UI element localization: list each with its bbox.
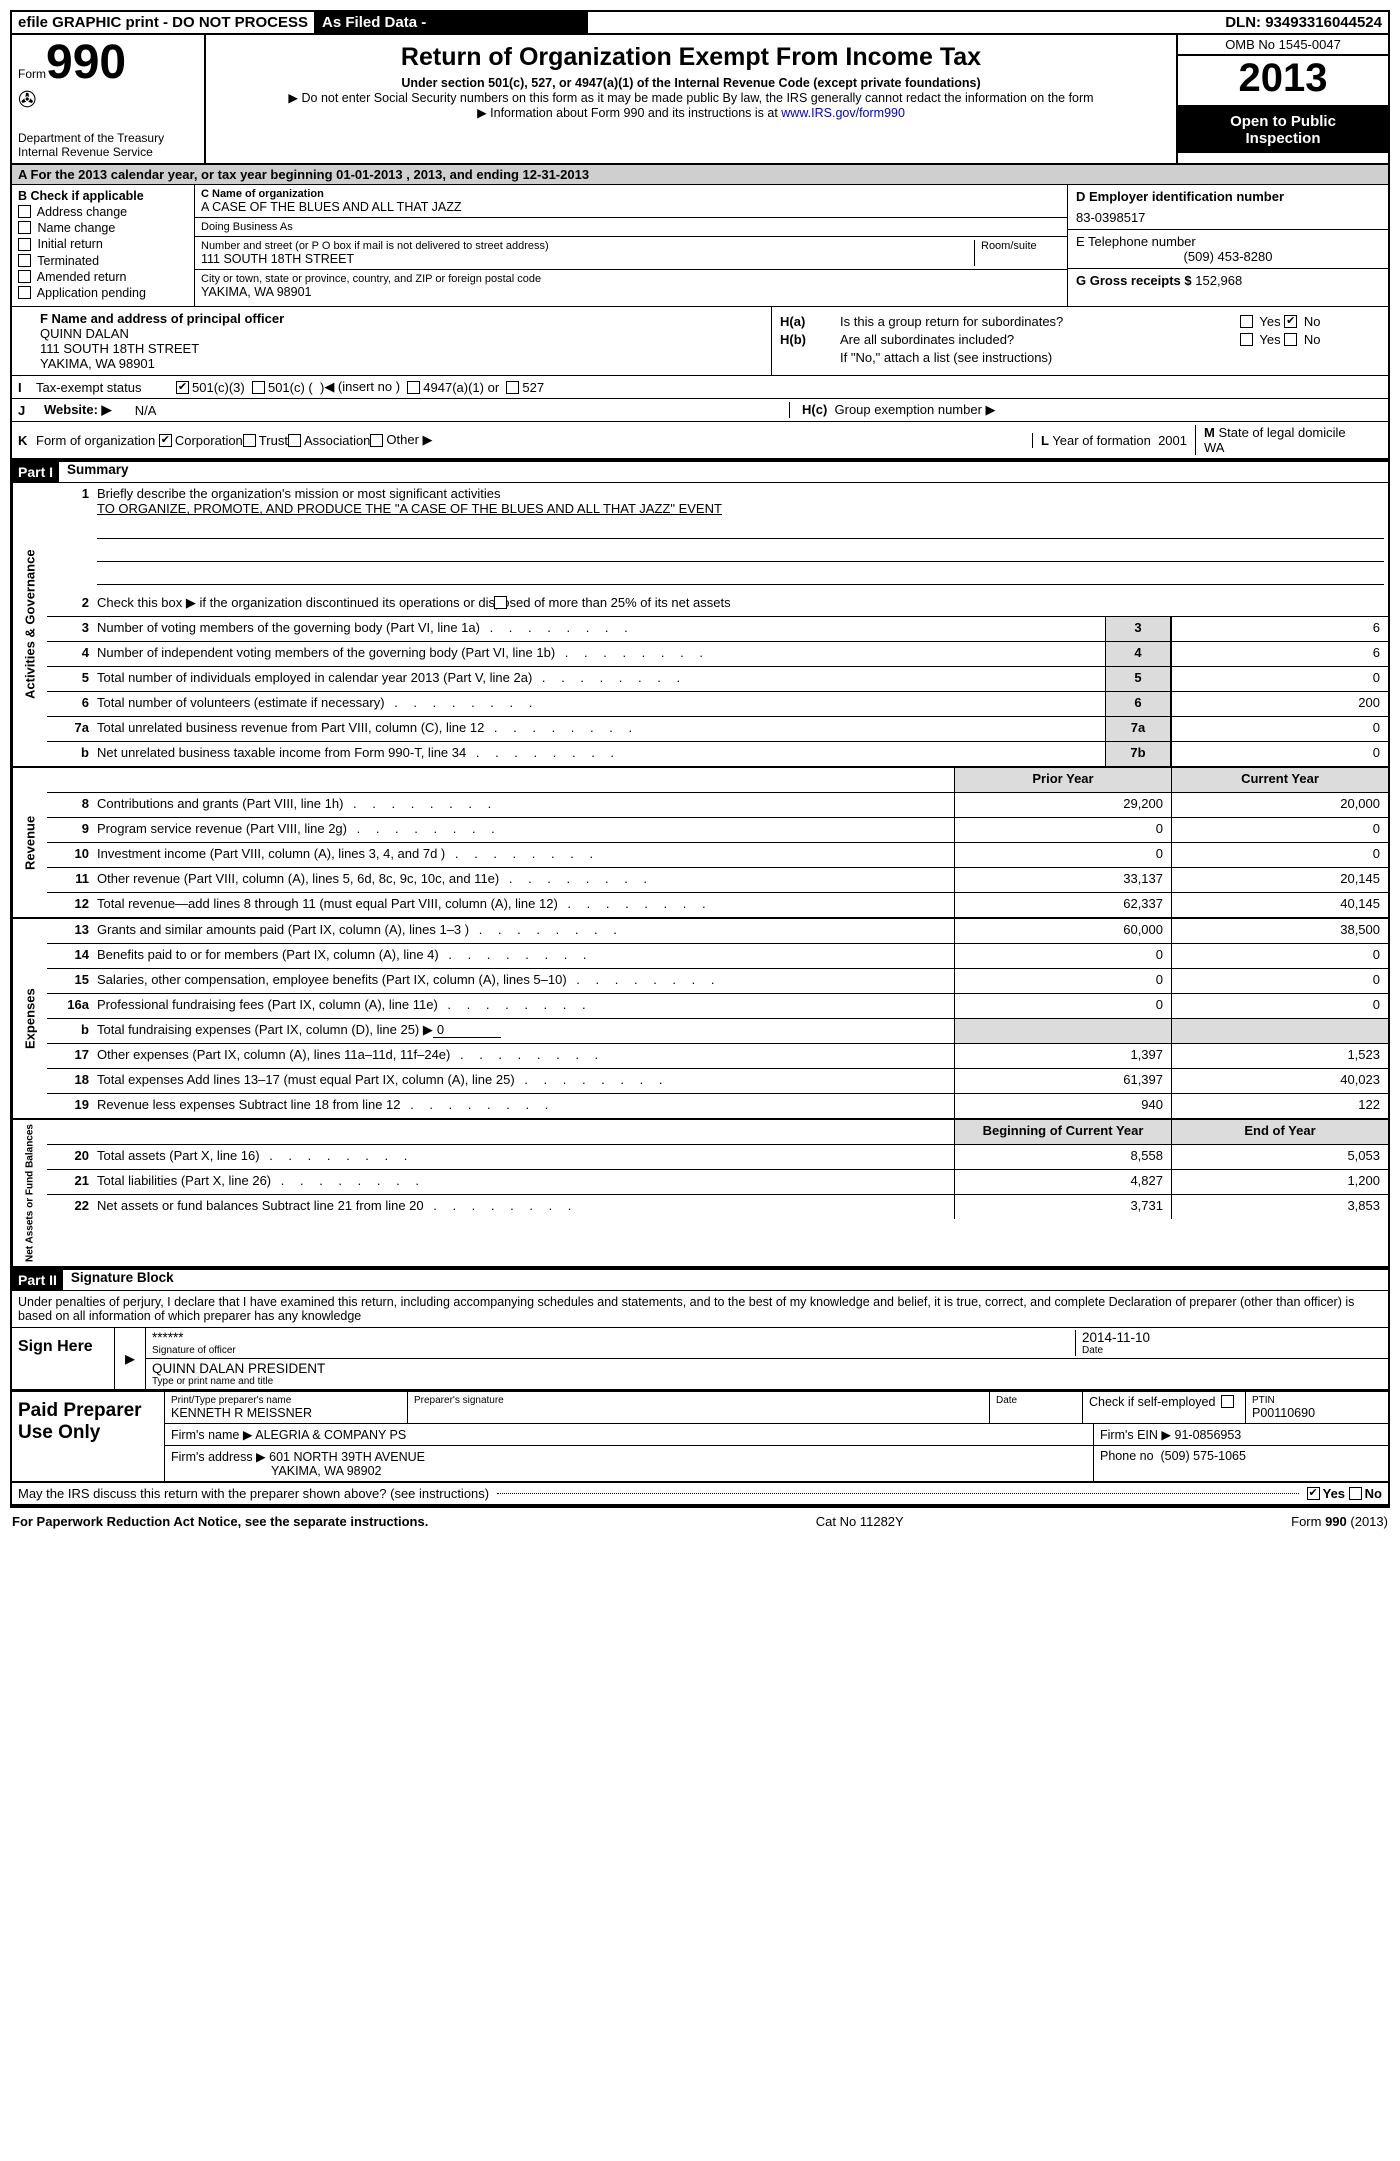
section-b: B Check if applicable Address change Nam… bbox=[12, 185, 195, 306]
section-c: C Name of organization A CASE OF THE BLU… bbox=[195, 185, 1068, 306]
page-footer: For Paperwork Reduction Act Notice, see … bbox=[10, 1508, 1390, 1529]
firm-phone: (509) 575-1065 bbox=[1160, 1449, 1245, 1463]
sign-arrow-icon: ▸ bbox=[115, 1328, 146, 1389]
check-501c[interactable] bbox=[252, 380, 268, 395]
as-filed-label: As Filed Data - bbox=[316, 12, 434, 33]
org-name: A CASE OF THE BLUES AND ALL THAT JAZZ bbox=[201, 200, 1061, 214]
side-governance: Activities & Governance bbox=[12, 483, 47, 766]
check-self-employed[interactable] bbox=[1221, 1395, 1237, 1409]
section-f: F Name and address of principal officer … bbox=[12, 307, 772, 375]
summary-row: 6Total number of volunteers (estimate if… bbox=[47, 692, 1388, 717]
dln: DLN: 93493316044524 bbox=[1219, 12, 1388, 33]
current-year-header: Current Year bbox=[1171, 768, 1388, 792]
beginning-year-header: Beginning of Current Year bbox=[954, 1120, 1171, 1144]
efile-label: efile GRAPHIC print - DO NOT PROCESS bbox=[12, 12, 316, 33]
ein: 83-0398517 bbox=[1076, 204, 1380, 225]
hb-yes[interactable] bbox=[1240, 332, 1256, 347]
website-value: N/A bbox=[135, 403, 157, 418]
as-filed-blank bbox=[434, 12, 588, 33]
check-other[interactable] bbox=[370, 433, 386, 448]
revenue-row: 11Other revenue (Part VIII, column (A), … bbox=[47, 868, 1388, 893]
irs-link[interactable]: www.IRS.gov/form990 bbox=[781, 106, 905, 120]
revenue-row: 9Program service revenue (Part VIII, lin… bbox=[47, 818, 1388, 843]
form-title: Return of Organization Exempt From Incom… bbox=[214, 43, 1168, 72]
firm-address: 601 NORTH 39TH AVENUE bbox=[269, 1450, 425, 1464]
ptin-value: P00110690 bbox=[1252, 1406, 1382, 1420]
expense-row: 14Benefits paid to or for members (Part … bbox=[47, 944, 1388, 969]
side-expenses: Expenses bbox=[12, 919, 47, 1118]
net-asset-row: 22Net assets or fund balances Subtract l… bbox=[47, 1195, 1388, 1219]
revenue-row: 12Total revenue—add lines 8 through 11 (… bbox=[47, 893, 1388, 917]
preparer-name: KENNETH R MEISSNER bbox=[171, 1406, 401, 1420]
firm-name: ALEGRIA & COMPANY PS bbox=[255, 1428, 406, 1442]
gross-receipts: 152,968 bbox=[1195, 273, 1242, 288]
firm-ein: 91-0856953 bbox=[1175, 1428, 1242, 1442]
part2-bar: Part II Signature Block bbox=[12, 1268, 1388, 1291]
expense-row: 13Grants and similar amounts paid (Part … bbox=[47, 919, 1388, 944]
top-bar: efile GRAPHIC print - DO NOT PROCESS As … bbox=[10, 10, 1390, 35]
calendar-year-row: A For the 2013 calendar year, or tax yea… bbox=[12, 165, 1388, 185]
summary-row: 5Total number of individuals employed in… bbox=[47, 667, 1388, 692]
check-pending[interactable] bbox=[18, 286, 34, 300]
summary-row: 4Number of independent voting members of… bbox=[47, 642, 1388, 667]
expense-row: 17Other expenses (Part IX, column (A), l… bbox=[47, 1044, 1388, 1069]
omb-number: OMB No 1545-0047 bbox=[1178, 35, 1388, 56]
check-trust[interactable] bbox=[243, 433, 259, 448]
org-street: 111 SOUTH 18TH STREET bbox=[201, 252, 974, 266]
tax-year: 2013 bbox=[1178, 56, 1388, 107]
check-527[interactable] bbox=[506, 380, 522, 395]
check-terminated[interactable] bbox=[18, 254, 34, 268]
form-id-block: Form990 ✇ Department of the Treasury Int… bbox=[12, 35, 206, 163]
irs-discuss-yes[interactable] bbox=[1307, 1486, 1323, 1501]
ha-yes[interactable] bbox=[1240, 314, 1256, 329]
expense-row: bTotal fundraising expenses (Part IX, co… bbox=[47, 1019, 1388, 1044]
paid-preparer-label: Paid Preparer Use Only bbox=[12, 1392, 165, 1481]
summary-row: 3Number of voting members of the governi… bbox=[47, 617, 1388, 642]
summary-row: bNet unrelated business taxable income f… bbox=[47, 742, 1388, 766]
hb-no[interactable] bbox=[1284, 332, 1300, 347]
check-address-change[interactable] bbox=[18, 205, 34, 219]
ha-no[interactable] bbox=[1284, 314, 1300, 329]
expense-row: 16aProfessional fundraising fees (Part I… bbox=[47, 994, 1388, 1019]
sign-here-label: Sign Here bbox=[12, 1328, 115, 1389]
check-initial-return[interactable] bbox=[18, 237, 34, 251]
revenue-row: 10Investment income (Part VIII, column (… bbox=[47, 843, 1388, 868]
officer-name-title: QUINN DALAN PRESIDENT bbox=[152, 1361, 325, 1376]
summary-row: 7aTotal unrelated business revenue from … bbox=[47, 717, 1388, 742]
signature-date: 2014-11-10 bbox=[1082, 1330, 1382, 1345]
side-net: Net Assets or Fund Balances bbox=[12, 1120, 47, 1266]
revenue-row: 8Contributions and grants (Part VIII, li… bbox=[47, 793, 1388, 818]
telephone: (509) 453-8280 bbox=[1076, 249, 1380, 264]
check-name-change[interactable] bbox=[18, 221, 34, 235]
net-asset-row: 20Total assets (Part X, line 16) . . . .… bbox=[47, 1145, 1388, 1170]
header-right: OMB No 1545-0047 2013 Open to PublicInsp… bbox=[1176, 35, 1388, 163]
check-4947[interactable] bbox=[407, 380, 423, 395]
prior-year-header: Prior Year bbox=[954, 768, 1171, 792]
officer-name: QUINN DALAN bbox=[40, 326, 743, 341]
expense-row: 18Total expenses Add lines 13–17 (must e… bbox=[47, 1069, 1388, 1094]
part1-bar: Part I Summary bbox=[12, 460, 1388, 483]
side-revenue: Revenue bbox=[12, 768, 47, 917]
perjury-declaration: Under penalties of perjury, I declare th… bbox=[12, 1291, 1388, 1327]
check-amended[interactable] bbox=[18, 270, 34, 284]
check-discontinued[interactable] bbox=[494, 595, 510, 610]
mission-text: TO ORGANIZE, PROMOTE, AND PRODUCE THE "A… bbox=[97, 501, 722, 516]
irs-discuss-no[interactable] bbox=[1349, 1486, 1365, 1501]
section-h: H(a) Is this a group return for subordin… bbox=[772, 307, 1388, 375]
check-corp[interactable] bbox=[159, 433, 175, 448]
net-asset-row: 21Total liabilities (Part X, line 26) . … bbox=[47, 1170, 1388, 1195]
org-city: YAKIMA, WA 98901 bbox=[201, 285, 1061, 299]
check-501c3[interactable] bbox=[176, 380, 192, 395]
irs-label: Internal Revenue Service bbox=[18, 145, 198, 159]
dept-treasury: Department of the Treasury bbox=[18, 131, 198, 145]
check-assoc[interactable] bbox=[288, 433, 304, 448]
expense-row: 15Salaries, other compensation, employee… bbox=[47, 969, 1388, 994]
section-d: D Employer identification number 83-0398… bbox=[1068, 185, 1388, 306]
officer-signature: ****** bbox=[152, 1330, 1075, 1345]
open-to-public: Open to PublicInspection bbox=[1178, 107, 1388, 153]
end-year-header: End of Year bbox=[1171, 1120, 1388, 1144]
form-frame: Form990 ✇ Department of the Treasury Int… bbox=[10, 35, 1390, 1508]
expense-row: 19Revenue less expenses Subtract line 18… bbox=[47, 1094, 1388, 1118]
header-center: Return of Organization Exempt From Incom… bbox=[206, 35, 1176, 163]
